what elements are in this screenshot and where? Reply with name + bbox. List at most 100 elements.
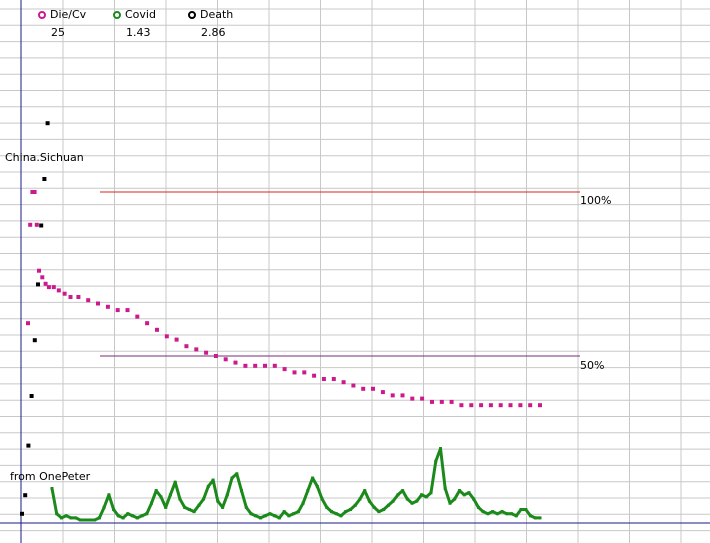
covid-point (476, 505, 480, 509)
die-cv-point (51, 285, 56, 290)
die-cv-point (518, 403, 523, 408)
covid-point (481, 510, 485, 514)
covid-point (448, 501, 452, 505)
die-cv-point (155, 327, 159, 332)
legend-item-die-cv[interactable]: Die/Cv 25 (38, 8, 113, 40)
region-annotation: China.Sichuan (5, 151, 84, 164)
ref-100-label: 100% (580, 194, 612, 207)
die-cv-point (26, 321, 30, 326)
die-cv-point (34, 222, 39, 227)
covid-point (88, 518, 92, 522)
covid-point (69, 516, 73, 520)
covid-point (301, 501, 305, 505)
die-cv-point (32, 190, 37, 194)
die-cv-point (213, 354, 218, 358)
legend-name-die-cv: Die/Cv (50, 8, 87, 21)
covid-point (363, 489, 367, 493)
legend-value-death: 2.86 (201, 26, 226, 39)
covid-point (83, 518, 87, 522)
covid-point (159, 495, 163, 499)
covid-point (60, 516, 63, 520)
covid-point (391, 499, 395, 503)
covid-point (102, 505, 106, 509)
covid-point (320, 497, 324, 501)
die-cv-point (439, 399, 444, 404)
die-cv-point (37, 268, 41, 273)
covid-point (510, 512, 514, 516)
covid-point (415, 499, 419, 503)
covid-point (154, 489, 158, 493)
covid-point (349, 508, 352, 511)
covid-marker-icon (113, 11, 121, 19)
death-point (20, 511, 24, 516)
death-marker-icon (188, 11, 196, 19)
covid-point (50, 487, 54, 490)
die-cv-point (479, 403, 484, 408)
covid-point (107, 493, 111, 497)
covid-point (187, 508, 191, 511)
die-cv-point (508, 403, 513, 408)
die-cv-point (292, 370, 297, 375)
covid-point (377, 510, 381, 514)
legend-item-covid[interactable]: Covid 1.43 (113, 8, 188, 40)
die-cv-point (56, 288, 61, 293)
die-cv-point (43, 281, 48, 286)
die-cv-point (371, 386, 375, 391)
die-cv-point (145, 321, 150, 326)
covid-point (462, 493, 466, 497)
covid-point (434, 459, 438, 463)
covid-point (358, 497, 362, 501)
reference-lines (100, 191, 580, 357)
covid-point (514, 514, 518, 518)
die-cv-point (400, 393, 405, 398)
die-cv-point (46, 285, 51, 290)
legend-name-covid: Covid (125, 8, 156, 21)
covid-point (150, 501, 153, 505)
covid-point (396, 493, 400, 497)
legend-item-death[interactable]: Death 2.86 (188, 8, 263, 40)
covid-point (344, 510, 348, 514)
covid-point (240, 489, 243, 493)
die-cv-point (125, 308, 130, 313)
die-cv-point (390, 393, 395, 398)
covid-point (78, 518, 82, 522)
die-cv-point (341, 380, 346, 385)
die-cv-point (449, 399, 454, 404)
die-cv-point (194, 347, 199, 352)
covid-point (429, 491, 433, 495)
die-cv-point (233, 360, 238, 365)
covid-point (254, 514, 258, 518)
death-point (39, 223, 44, 228)
covid-point (197, 503, 201, 507)
die-cv-point (331, 377, 336, 381)
series-marks (20, 121, 542, 522)
die-cv-point (105, 304, 110, 309)
die-cv-point (351, 383, 356, 388)
covid-point (410, 501, 414, 505)
covid-point (225, 493, 229, 497)
covid-point (282, 510, 286, 514)
die-cv-point (253, 363, 258, 368)
covid-point (325, 505, 329, 509)
death-point (45, 121, 50, 126)
covid-point (424, 495, 428, 499)
covid-point (405, 497, 409, 501)
covid-point (206, 484, 210, 488)
covid-point (505, 512, 509, 516)
covid-point (145, 512, 149, 516)
covid-series-line (50, 447, 540, 522)
covid-point (306, 489, 310, 493)
die-cv-point (76, 295, 81, 299)
die-cv-point (420, 396, 425, 401)
covid-point (126, 512, 130, 516)
covid-point (519, 508, 523, 511)
death-point (42, 177, 47, 181)
die-cv-point (312, 373, 317, 378)
die-cv-point (243, 363, 248, 368)
die-cv-point (498, 403, 503, 408)
covid-point (382, 508, 386, 511)
covid-point (472, 497, 476, 501)
covid-point (533, 516, 537, 520)
die-cv-point (30, 190, 35, 194)
